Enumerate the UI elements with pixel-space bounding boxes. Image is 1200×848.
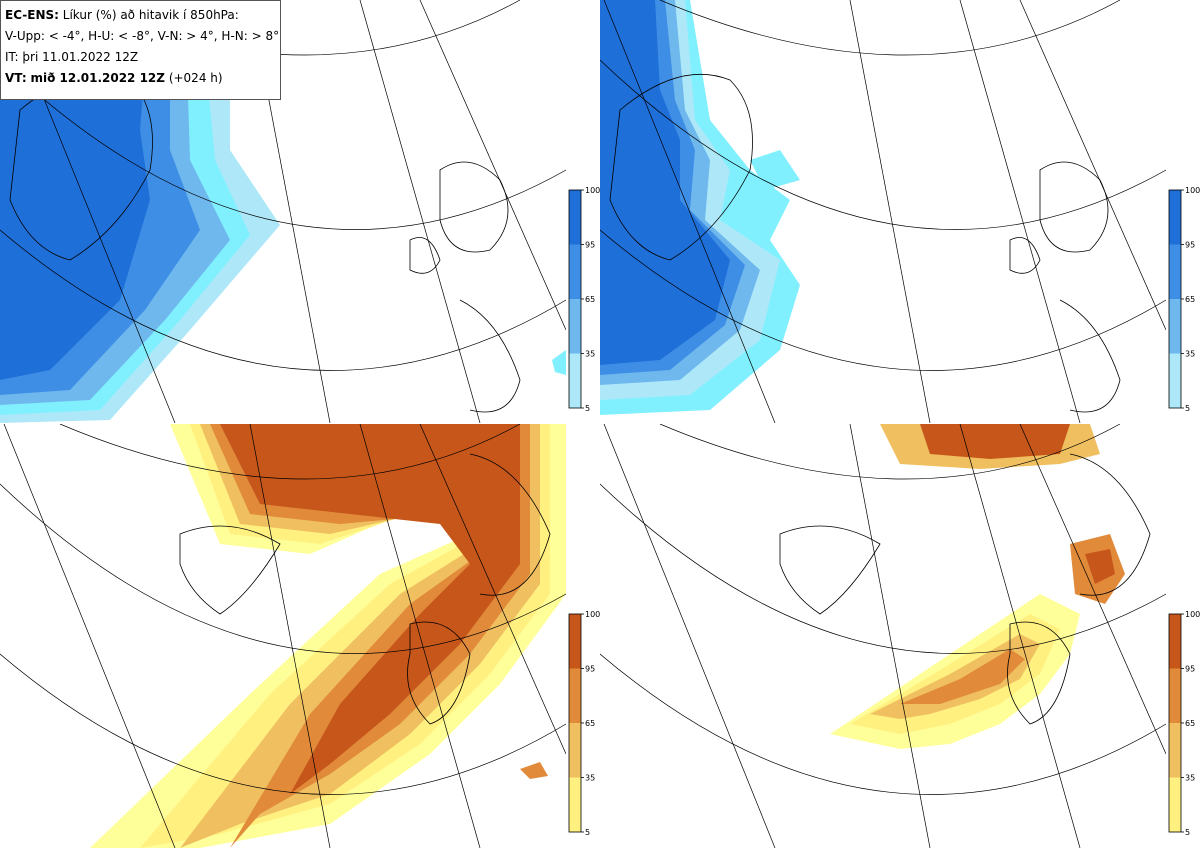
colorbar-segment: [1169, 299, 1181, 354]
map-panel-bottom-left: [0, 424, 566, 848]
model-label: EC-ENS:: [5, 8, 59, 22]
colorbar-tick-label: 65: [1185, 719, 1195, 728]
probability-field: [600, 0, 800, 415]
colorbar-tick-label: 100: [1185, 186, 1200, 195]
colorbar-segment: [1169, 723, 1181, 778]
colorbar-tick-label: 35: [1185, 350, 1195, 359]
colorbar-tick-label: 5: [1185, 404, 1190, 413]
coastlines: [609, 73, 1121, 413]
probability-field: [830, 424, 1125, 749]
colorbar-segment: [569, 244, 581, 299]
colorbar-tick-label: 95: [1185, 665, 1195, 674]
colorbar-segment: [569, 353, 581, 408]
colorbar-segment: [569, 668, 581, 723]
colorbar-tick-label: 100: [585, 610, 600, 619]
title-text: Líkur (%) að hitavik í 850hPa:: [62, 8, 239, 22]
colorbar-segment: [1169, 777, 1181, 832]
coastlines: [179, 453, 551, 725]
graticule: [600, 0, 1166, 423]
colorbar-cold: 100 95 65 35 5: [1168, 186, 1200, 413]
colorbar-tick-label: 100: [585, 186, 600, 195]
colorbar-segment: [569, 190, 581, 245]
colorbar-segment: [1169, 190, 1181, 245]
colorbar-tick-label: 5: [585, 828, 590, 837]
valid-time-line: VT: mið 12.01.2022 12Z (+024 h): [5, 68, 276, 89]
colorbar-tick-label: 95: [1185, 241, 1195, 250]
colorbar-segment: [1169, 668, 1181, 723]
vt-value: mið 12.01.2022 12Z: [30, 71, 165, 85]
colorbar-segment: [1169, 244, 1181, 299]
colorbar-tick-label: 100: [1185, 610, 1200, 619]
header-title-line: EC-ENS: Líkur (%) að hitavik í 850hPa:: [5, 5, 276, 26]
map-panel-top-left: [0, 0, 566, 423]
colorbar-tick-label: 95: [585, 665, 595, 674]
lead-time: (+024 h): [168, 71, 223, 85]
colorbar-tick-label: 5: [1185, 828, 1190, 837]
colorbar-tick-label: 65: [585, 295, 595, 304]
map-panel-bottom-right: [600, 424, 1166, 848]
map-header: EC-ENS: Líkur (%) að hitavik í 850hPa: V…: [0, 0, 281, 100]
map-panel-top-right: [600, 0, 1166, 423]
colorbar-tick-label: 65: [585, 719, 595, 728]
colorbar-segment: [569, 299, 581, 354]
colorbar-tick-label: 35: [585, 350, 595, 359]
probability-field: [90, 424, 566, 848]
colorbar-tick-label: 35: [1185, 774, 1195, 783]
colorbar-tick-label: 95: [585, 241, 595, 250]
colorbar-tick-label: 5: [585, 404, 590, 413]
thresholds-text: V-Upp: < -4°, H-U: < -8°, V-N: > 4°, H-N…: [5, 29, 280, 43]
colorbar-segment: [569, 723, 581, 778]
colorbar-segment: [569, 614, 581, 669]
graticule: [0, 424, 566, 848]
colorbar-warm-left: 100 95 65 35 5: [568, 610, 600, 837]
initial-time-text: IT: þri 11.01.2022 12Z: [5, 50, 139, 64]
colorbar-tick-label: 35: [585, 774, 595, 783]
colorbar-tick-label: 65: [1185, 295, 1195, 304]
colorbar-segment: [1169, 353, 1181, 408]
colorbar-cold-left: 100 95 65 35 5: [568, 186, 600, 413]
coastlines: [779, 453, 1151, 725]
vt-label: VT:: [5, 71, 27, 85]
graticule: [0, 0, 566, 423]
colorbar-segment: [1169, 614, 1181, 669]
graticule: [600, 424, 1166, 848]
colorbar-warm: 100 95 65 35 5: [1168, 610, 1200, 837]
colorbar-segment: [569, 777, 581, 832]
